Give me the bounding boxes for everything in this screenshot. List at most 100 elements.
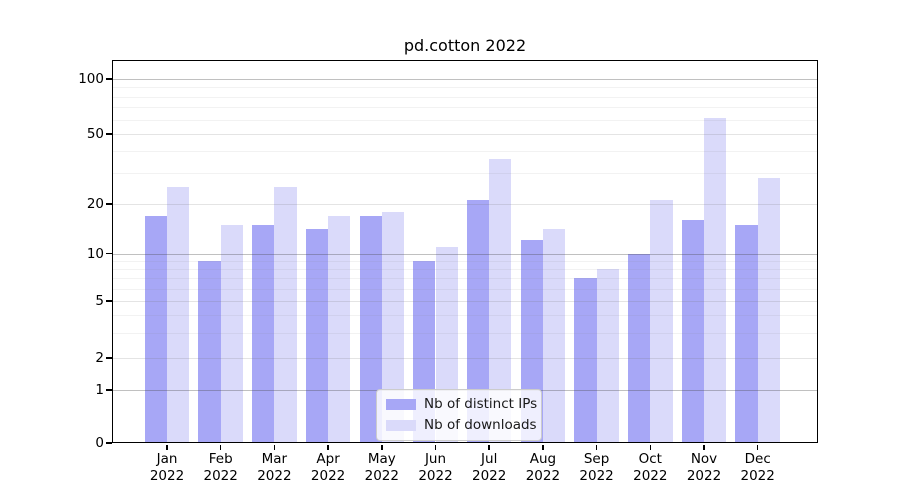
legend-label-distinct-ips: Nb of distinct IPs	[424, 396, 538, 412]
x-tick-year: 2022	[472, 468, 507, 484]
bar-distinct-ips-nov	[681, 219, 704, 443]
y-tick-mark-0	[106, 442, 112, 444]
y-tick-mark-50	[106, 133, 112, 135]
gridline-100	[112, 79, 818, 80]
x-tick-label-aug: Aug 2022	[515, 451, 571, 485]
y-tick-label-2: 2	[95, 350, 104, 366]
x-tick-mark-jan	[166, 444, 168, 450]
gridline-minor-30	[112, 173, 818, 175]
gridline-minor-80	[112, 96, 818, 98]
x-tick-label-jul: Jul 2022	[461, 451, 517, 485]
legend-swatch-distinct-ips	[386, 398, 416, 410]
gridline-minor-4	[112, 314, 818, 316]
bar-distinct-ips-oct	[628, 253, 651, 443]
x-tick-month: Apr	[316, 451, 340, 467]
x-tick-mark-feb	[219, 444, 222, 450]
bar-downloads-mar	[274, 186, 297, 443]
x-tick-year: 2022	[686, 468, 722, 484]
x-tick-label-jun: Jun 2022	[408, 451, 464, 485]
bar-distinct-ips-jan	[144, 215, 167, 443]
x-tick-mark-sep	[595, 444, 598, 450]
gridline-5	[112, 301, 818, 302]
x-tick-year: 2022	[310, 468, 346, 484]
x-tick-month: May	[367, 451, 396, 467]
y-tick-label-50: 50	[86, 126, 104, 142]
gridline-minor-8	[112, 268, 818, 270]
x-tick-month: Jul	[481, 451, 498, 467]
y-tick-label-1: 1	[95, 382, 104, 398]
gridline-minor-90	[112, 87, 818, 89]
gridline-10	[112, 253, 818, 255]
x-tick-mark-oct	[649, 444, 652, 450]
chart-title: pd.cotton 2022	[403, 36, 527, 55]
x-tick-mark-jun	[434, 444, 437, 450]
x-tick-label-feb: Feb 2022	[193, 451, 249, 485]
x-tick-year: 2022	[418, 468, 453, 484]
gridline-minor-3	[112, 332, 818, 334]
bar-downloads-apr	[328, 215, 351, 443]
y-tick-mark-20	[106, 203, 112, 205]
gridline-minor-6	[112, 288, 818, 290]
x-tick-month: Jun	[424, 451, 447, 467]
x-tick-year: 2022	[633, 468, 668, 484]
gridline-minor-70	[112, 107, 818, 109]
x-tick-label-oct: Oct 2022	[622, 451, 678, 485]
x-tick-mark-nov	[703, 444, 705, 450]
x-tick-mark-mar	[273, 444, 276, 450]
y-tick-mark-10	[106, 252, 112, 255]
y-tick-mark-2	[106, 357, 112, 359]
y-tick-mark-100	[106, 78, 112, 80]
x-tick-month: Nov	[690, 451, 718, 467]
y-tick-label-10: 10	[86, 245, 104, 262]
bar-distinct-ips-apr	[305, 229, 329, 443]
x-tick-mark-aug	[542, 444, 544, 450]
x-tick-year: 2022	[579, 468, 614, 484]
legend-swatch-downloads	[386, 419, 416, 431]
x-tick-label-may: May 2022	[354, 451, 410, 485]
gridline-50	[112, 134, 818, 135]
x-tick-label-jan: Jan 2022	[139, 451, 195, 485]
bar-downloads-aug	[542, 229, 566, 443]
x-tick-label-nov: Nov 2022	[676, 451, 732, 485]
bar-distinct-ips-mar	[252, 224, 275, 443]
bar-distinct-ips-dec	[735, 224, 758, 443]
gridline-minor-9	[112, 260, 818, 262]
x-tick-mark-jul	[488, 444, 490, 450]
bar-distinct-ips-feb	[198, 260, 221, 443]
gridline-2	[112, 358, 818, 359]
x-tick-year: 2022	[525, 468, 561, 484]
bar-downloads-feb	[220, 224, 243, 443]
bar-downloads-jul	[489, 159, 512, 443]
x-tick-month: Aug	[529, 451, 557, 467]
x-tick-year: 2022	[364, 468, 399, 484]
gridline-minor-7	[112, 277, 818, 279]
x-tick-month: Sep	[583, 451, 610, 467]
x-tick-label-dec: Dec 2022	[730, 451, 786, 485]
bar-downloads-jan	[167, 186, 190, 443]
x-tick-month: Dec	[744, 451, 771, 467]
x-tick-month: Jan	[156, 451, 178, 467]
y-tick-mark-5	[106, 300, 112, 302]
bar-downloads-may	[381, 211, 405, 443]
legend: Nb of distinct IPs Nb of downloads	[376, 389, 542, 441]
x-tick-month: Oct	[638, 451, 662, 467]
y-tick-label-20: 20	[86, 196, 104, 212]
x-tick-year: 2022	[740, 468, 775, 484]
y-tick-label-5: 5	[95, 293, 104, 309]
x-tick-mark-dec	[756, 444, 759, 450]
x-tick-year: 2022	[257, 468, 292, 484]
bar-downloads-dec	[757, 178, 780, 443]
y-tick-label-100: 100	[78, 71, 104, 87]
x-tick-year: 2022	[203, 468, 238, 484]
x-tick-mark-apr	[327, 444, 329, 450]
gridline-minor-40	[112, 151, 818, 153]
x-tick-mark-may	[381, 444, 383, 450]
legend-label-downloads: Nb of downloads	[424, 417, 537, 433]
gridline-minor-60	[112, 119, 818, 121]
bar-downloads-nov	[704, 118, 727, 443]
x-tick-label-sep: Sep 2022	[569, 451, 625, 485]
x-tick-month: Mar	[261, 451, 288, 467]
bar-distinct-ips-may	[359, 215, 382, 443]
bar-distinct-ips-jul	[466, 200, 490, 443]
